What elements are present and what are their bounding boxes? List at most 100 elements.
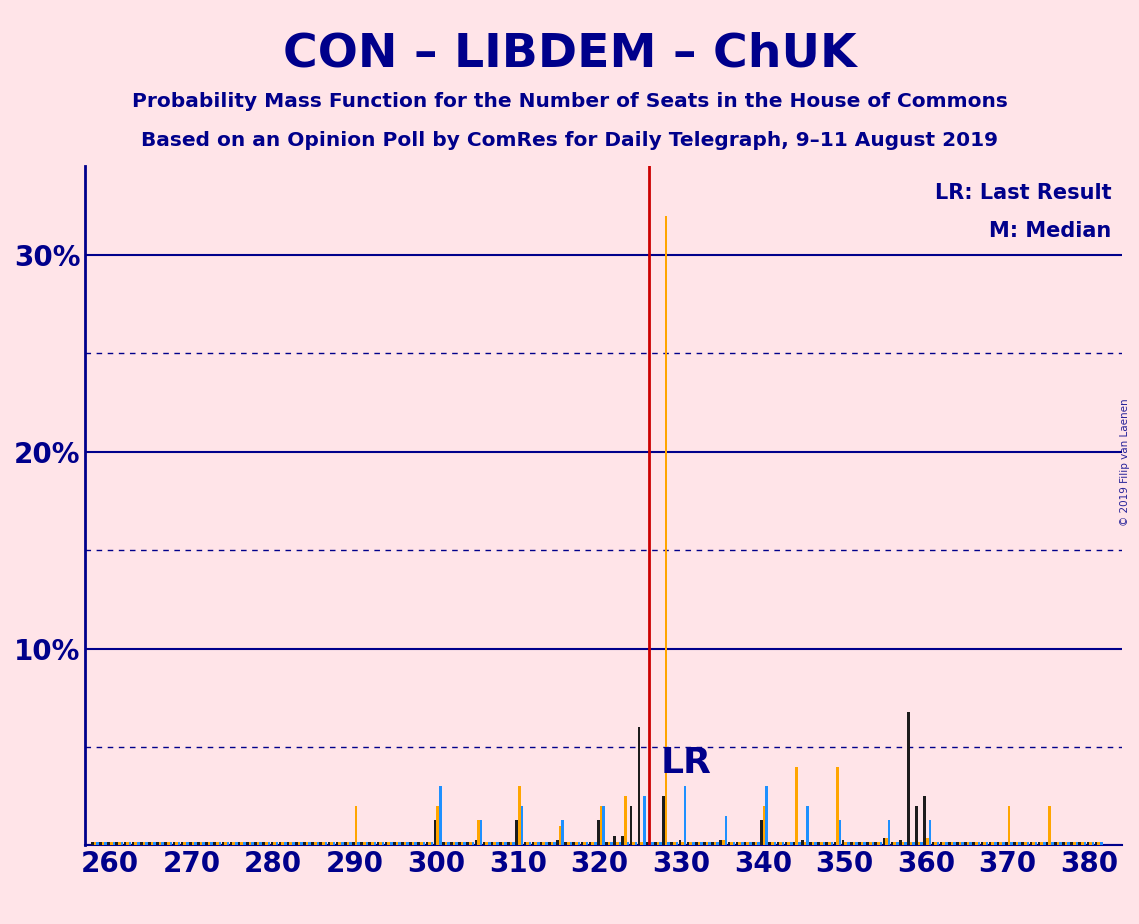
Bar — [448, 842, 450, 845]
Bar — [744, 842, 746, 845]
Bar — [252, 842, 254, 845]
Bar — [140, 842, 142, 845]
Bar — [785, 842, 787, 845]
Bar — [779, 842, 781, 845]
Bar — [883, 837, 885, 845]
Bar — [924, 796, 926, 845]
Bar — [741, 842, 744, 845]
Bar — [360, 842, 363, 845]
Bar — [787, 842, 790, 845]
Bar — [442, 842, 444, 845]
Bar — [322, 842, 325, 845]
Bar — [1089, 842, 1092, 845]
Bar — [1079, 842, 1081, 845]
Bar — [893, 842, 896, 845]
Bar — [363, 842, 366, 845]
Bar — [189, 842, 191, 845]
Bar — [170, 842, 172, 845]
Bar — [630, 806, 632, 845]
Bar — [822, 842, 825, 845]
Bar — [716, 842, 719, 845]
Bar — [142, 842, 145, 845]
Bar — [818, 842, 820, 845]
Bar — [618, 842, 621, 845]
Bar — [268, 842, 270, 845]
Bar — [1049, 806, 1051, 845]
Bar — [150, 842, 154, 845]
Bar — [736, 842, 738, 845]
Bar — [191, 842, 194, 845]
Bar — [1092, 842, 1095, 845]
Bar — [951, 842, 953, 845]
Bar — [667, 842, 670, 845]
Bar — [314, 842, 317, 845]
Bar — [632, 842, 634, 845]
Bar — [246, 842, 248, 845]
Bar — [1051, 842, 1054, 845]
Bar — [456, 842, 458, 845]
Bar — [1002, 842, 1005, 845]
Bar — [877, 842, 879, 845]
Bar — [773, 842, 776, 845]
Bar — [583, 842, 585, 845]
Bar — [806, 806, 809, 845]
Bar — [477, 820, 480, 845]
Bar — [595, 842, 597, 845]
Bar — [757, 842, 760, 845]
Bar — [96, 842, 99, 845]
Bar — [501, 842, 505, 845]
Bar — [254, 842, 256, 845]
Bar — [1083, 842, 1087, 845]
Bar — [240, 842, 243, 845]
Bar — [863, 842, 866, 845]
Bar — [801, 840, 804, 845]
Bar — [480, 820, 483, 845]
Bar — [777, 842, 779, 845]
Bar — [129, 842, 131, 845]
Bar — [875, 842, 877, 845]
Bar — [99, 842, 101, 845]
Bar — [145, 842, 148, 845]
Bar — [507, 842, 510, 845]
Bar — [820, 842, 822, 845]
Bar — [1087, 842, 1089, 845]
Bar — [605, 842, 608, 845]
Bar — [124, 842, 126, 845]
Bar — [426, 842, 428, 845]
Bar — [464, 842, 466, 845]
Bar — [912, 842, 915, 845]
Bar — [374, 842, 376, 845]
Bar — [693, 842, 695, 845]
Bar — [793, 842, 795, 845]
Bar — [271, 842, 273, 845]
Bar — [260, 842, 262, 845]
Bar — [896, 842, 899, 845]
Bar — [918, 842, 920, 845]
Bar — [634, 842, 638, 845]
Bar — [722, 840, 724, 845]
Bar — [738, 842, 741, 845]
Bar — [132, 842, 134, 845]
Bar — [510, 842, 513, 845]
Bar — [439, 786, 442, 845]
Bar — [926, 837, 928, 845]
Bar — [855, 842, 858, 845]
Bar — [284, 842, 287, 845]
Bar — [969, 842, 972, 845]
Bar — [390, 842, 393, 845]
Bar — [1057, 842, 1059, 845]
Bar — [1000, 842, 1002, 845]
Bar — [211, 842, 213, 845]
Bar — [287, 842, 289, 845]
Bar — [714, 842, 716, 845]
Bar — [301, 842, 303, 845]
Bar — [203, 842, 205, 845]
Bar — [513, 842, 515, 845]
Bar — [328, 842, 330, 845]
Bar — [608, 842, 611, 845]
Bar — [417, 842, 420, 845]
Bar — [466, 842, 469, 845]
Bar — [861, 842, 863, 845]
Bar — [105, 842, 107, 845]
Bar — [297, 842, 301, 845]
